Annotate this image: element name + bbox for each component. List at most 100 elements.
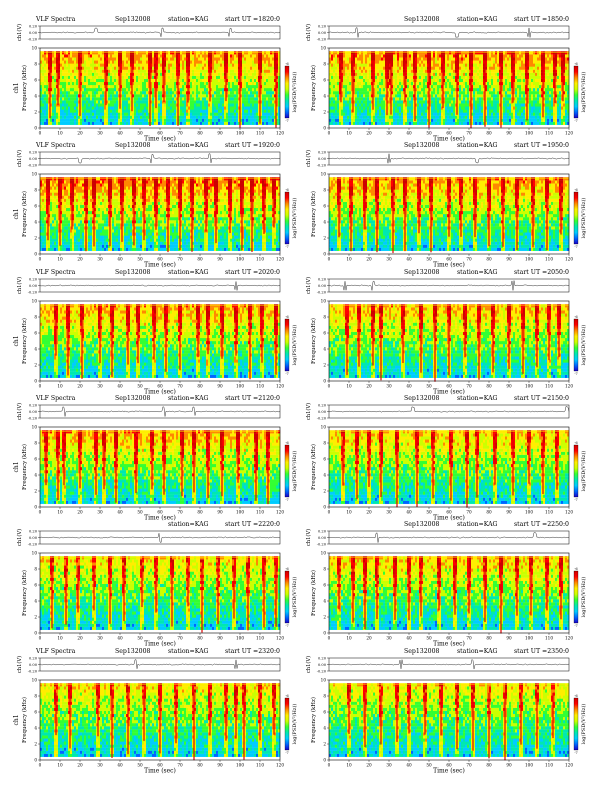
spectrogram-cell xyxy=(443,122,445,125)
spectrogram-cell xyxy=(250,109,252,112)
spectrogram-cell xyxy=(126,122,128,125)
spectrogram-cell xyxy=(40,54,42,57)
spectrogram-cell xyxy=(162,106,164,109)
spectrogram-cell xyxy=(204,79,206,82)
spectrogram-cell xyxy=(54,79,56,82)
spectrogram-cell xyxy=(46,54,48,57)
spectrogram-cell xyxy=(158,119,160,122)
spectrogram-cell xyxy=(268,119,270,122)
spectrogram-cell xyxy=(387,122,389,125)
spectrogram-cell xyxy=(146,70,148,73)
spectrogram-cell xyxy=(507,122,509,125)
spectrogram-cell xyxy=(202,103,204,106)
spectrogram-cell xyxy=(168,100,170,103)
spectrogram-cell xyxy=(152,60,154,63)
spectrogram-cell xyxy=(335,119,337,122)
spectrogram-cell xyxy=(198,79,200,82)
spectrogram-cell xyxy=(198,63,200,66)
spectrogram-cell xyxy=(218,54,220,57)
spectrogram-cell xyxy=(210,54,212,57)
spectrogram-cell xyxy=(190,119,192,122)
spectrogram-cell xyxy=(258,54,260,57)
spectrogram-cell xyxy=(42,94,44,97)
spectrogram-cell xyxy=(214,88,216,91)
spectrogram-cell xyxy=(66,91,68,94)
spectrogram-cell xyxy=(182,67,184,70)
burst-streak xyxy=(209,61,210,102)
header-program: VLF Spectra xyxy=(35,16,76,23)
spectrogram-cell xyxy=(272,113,274,116)
spectrogram-cell xyxy=(96,100,98,103)
spectrogram-cell xyxy=(389,122,391,125)
spectrogram-cell xyxy=(48,54,50,57)
spectrogram-cell xyxy=(230,57,232,60)
spectrogram-cell xyxy=(94,91,96,94)
spectrogram-cell xyxy=(142,79,144,82)
spectrogram-cell xyxy=(76,119,78,122)
spectrogram-cell xyxy=(190,82,192,85)
spectrogram-cell xyxy=(86,103,88,106)
spectrogram-cell xyxy=(254,85,256,88)
spectrogram-cell xyxy=(138,106,140,109)
spectrogram-cell xyxy=(262,119,264,122)
spectrogram-cell xyxy=(120,116,122,119)
spectrogram-cell xyxy=(266,97,268,100)
spectrogram-cell xyxy=(218,76,220,79)
spectrogram-cell xyxy=(100,73,102,76)
spectrogram-cell xyxy=(246,88,248,91)
spectrogram-cell xyxy=(80,122,82,125)
spectrogram-cell xyxy=(230,103,232,106)
spectrogram-cell xyxy=(160,113,162,116)
spectrogram-cell xyxy=(128,116,130,119)
spectrogram-cell xyxy=(90,122,92,125)
spectrogram-cell xyxy=(365,122,367,125)
spectrogram-cell xyxy=(381,122,383,125)
spectrogram-cell xyxy=(200,94,202,97)
spectrogram-cell xyxy=(88,79,90,82)
spectrogram-cell xyxy=(224,109,226,112)
spectrogram-cell xyxy=(92,116,94,119)
spectrogram-cell xyxy=(62,100,64,103)
spectrogram-cell xyxy=(383,119,385,122)
spectrogram-cell xyxy=(40,63,42,66)
spectrogram-cell xyxy=(383,122,385,125)
spectrogram-cell xyxy=(128,67,130,70)
spectrogram-cell xyxy=(110,122,112,125)
spectrogram-cell xyxy=(246,60,248,63)
spectrogram-cell xyxy=(144,113,146,116)
colorbar xyxy=(285,66,289,118)
spectrogram-cell xyxy=(164,103,166,106)
spectrogram-cell xyxy=(128,60,130,63)
spectrogram-cell xyxy=(192,91,194,94)
spectrogram-cell xyxy=(184,94,186,97)
spectrogram-cell xyxy=(48,119,50,122)
spectrogram-cell xyxy=(262,70,264,73)
spectrogram-cell xyxy=(262,57,264,60)
spectrogram-cell xyxy=(266,94,268,97)
spectrogram-cell xyxy=(347,122,349,125)
spectrogram-cell xyxy=(146,63,148,66)
spectrogram-cell xyxy=(172,119,174,122)
spectrogram-cell xyxy=(270,91,272,94)
spectrogram-cell xyxy=(74,100,76,103)
spectrogram-cell xyxy=(46,85,48,88)
spectrogram-cell xyxy=(108,103,110,106)
spectrogram-cell xyxy=(264,119,266,122)
spectrogram-cell xyxy=(124,113,126,116)
spectrogram-cell xyxy=(146,79,148,82)
spectrogram-cell xyxy=(188,109,190,112)
spectrogram-cell xyxy=(222,76,224,79)
spectrogram-cell xyxy=(158,51,160,54)
spectrogram-cell xyxy=(202,97,204,100)
spectrogram-cell xyxy=(112,119,114,122)
spectrogram-cell xyxy=(276,51,278,54)
spectrogram-cell xyxy=(40,85,42,88)
spectrogram-cell xyxy=(150,51,152,54)
spectrogram-cell xyxy=(70,73,72,76)
spectrogram-cell xyxy=(164,109,166,112)
spectrogram-cell xyxy=(246,94,248,97)
spectrogram-cell xyxy=(216,88,218,91)
burst-streak xyxy=(259,61,260,124)
spectrogram-cell xyxy=(194,57,196,60)
spectrogram-cell xyxy=(116,119,118,122)
